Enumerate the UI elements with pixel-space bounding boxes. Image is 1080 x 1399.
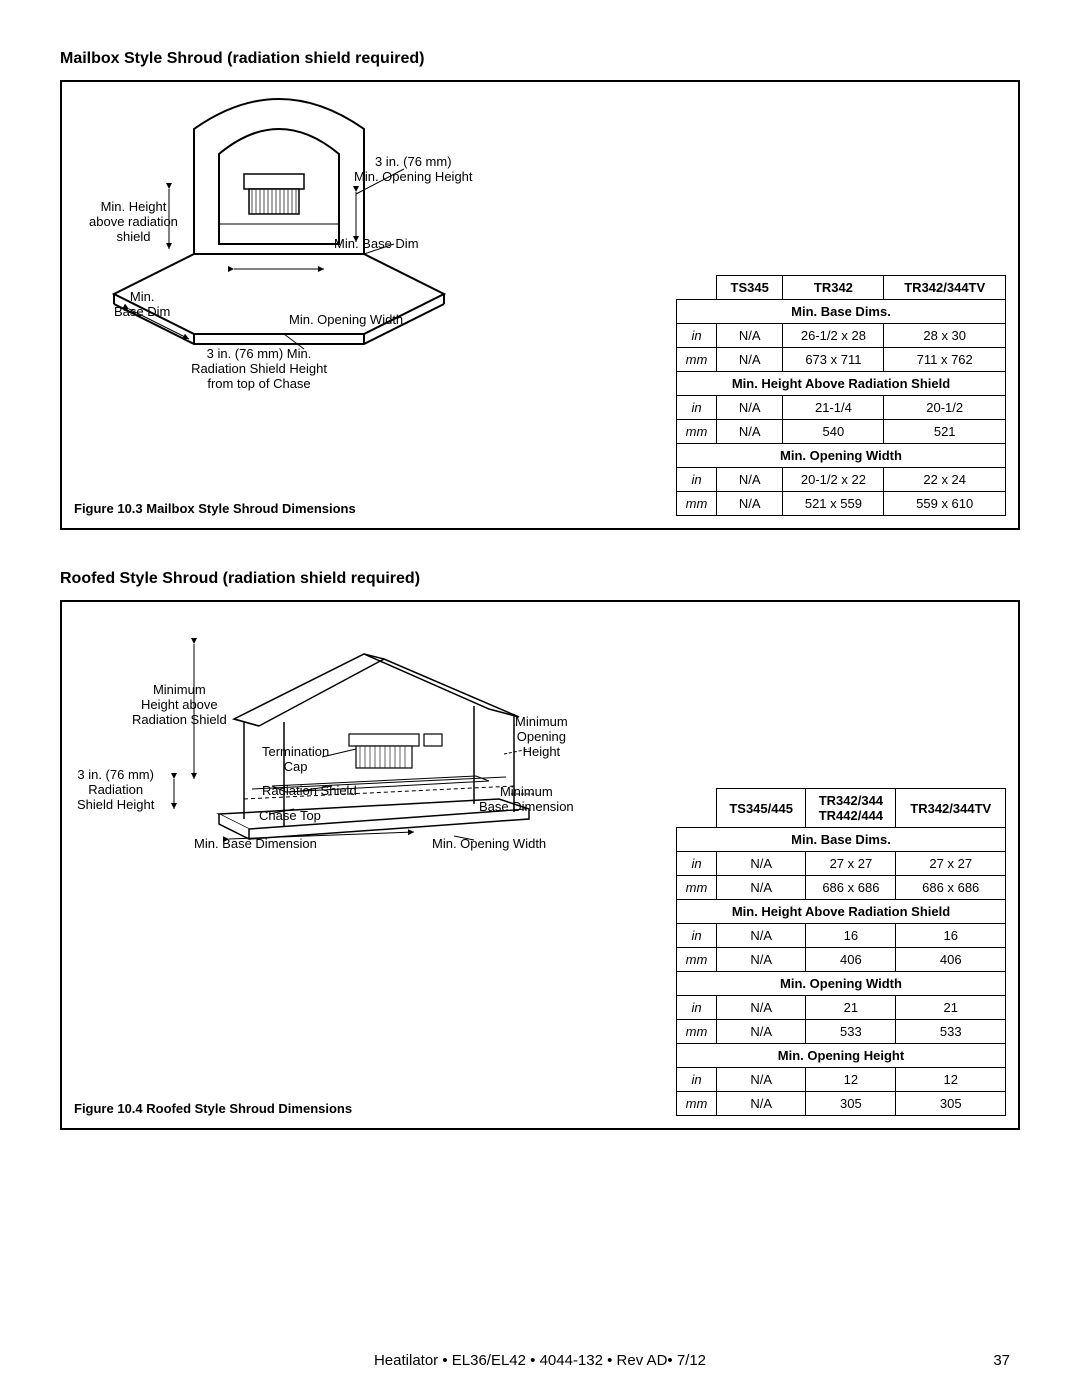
v: N/A — [717, 876, 806, 900]
roofed-table: TS345/445 TR342/344 TR442/444 TR342/344T… — [676, 788, 1006, 1116]
v: 21 — [806, 996, 896, 1020]
roofed-diagram: Minimum Height above Radiation Shield Te… — [74, 614, 594, 874]
grp-base-dims: Min. Base Dims. — [677, 300, 1006, 324]
v: 20-1/2 x 22 — [783, 468, 884, 492]
v: N/A — [717, 948, 806, 972]
lbl-base-dim-right: Min. Base Dim — [334, 236, 419, 251]
grp2-opening-width: Min. Opening Width — [677, 972, 1006, 996]
figure-10-4-caption: Figure 10.4 Roofed Style Shroud Dimensio… — [74, 1101, 352, 1116]
lbl2-min-base-dim: Minimum Base Dimension — [479, 784, 574, 814]
v: 673 x 711 — [783, 348, 884, 372]
v: N/A — [717, 996, 806, 1020]
grp-opening-width: Min. Opening Width — [677, 444, 1006, 468]
lbl2-base-dim: Min. Base Dimension — [194, 836, 317, 851]
v: 521 x 559 — [783, 492, 884, 516]
figure-10-4: Minimum Height above Radiation Shield Te… — [60, 600, 1020, 1130]
page-footer: Heatilator • EL36/EL42 • 4044-132 • Rev … — [0, 1352, 1080, 1369]
lbl-height-above: Min. Height above radiation shield — [89, 199, 178, 244]
lbl-shield-height: 3 in. (76 mm) Min. Radiation Shield Heig… — [159, 346, 359, 391]
figure-10-3-caption: Figure 10.3 Mailbox Style Shroud Dimensi… — [74, 501, 356, 516]
v: N/A — [717, 1092, 806, 1116]
page-number: 37 — [993, 1352, 1010, 1369]
v: 305 — [806, 1092, 896, 1116]
v: 21-1/4 — [783, 396, 884, 420]
v: 533 — [896, 1020, 1006, 1044]
col-tr342-344tv-2: TR342/344TV — [896, 789, 1006, 828]
u: in — [677, 324, 717, 348]
v: 21 — [896, 996, 1006, 1020]
u: in — [677, 924, 717, 948]
lbl2-term-cap: Termination Cap — [262, 744, 329, 774]
figure-10-3: 3 in. (76 mm) Min. Opening Height Min. H… — [60, 80, 1020, 530]
u: mm — [677, 492, 717, 516]
v: 406 — [896, 948, 1006, 972]
grp2-height: Min. Height Above Radiation Shield — [677, 900, 1006, 924]
lbl-base-dim-left: Min. Base Dim — [114, 289, 170, 319]
u: mm — [677, 348, 717, 372]
v: N/A — [717, 420, 783, 444]
v: N/A — [717, 324, 783, 348]
v: 12 — [896, 1068, 1006, 1092]
lbl-opening-height: 3 in. (76 mm) Min. Opening Height — [354, 154, 473, 184]
u: mm — [677, 876, 717, 900]
v: 559 x 610 — [884, 492, 1006, 516]
v: 28 x 30 — [884, 324, 1006, 348]
v: 16 — [806, 924, 896, 948]
v: N/A — [717, 1068, 806, 1092]
v: 521 — [884, 420, 1006, 444]
lbl2-chase-top: Chase Top — [259, 808, 321, 823]
col-ts345-445: TS345/445 — [717, 789, 806, 828]
v: N/A — [717, 396, 783, 420]
v: 540 — [783, 420, 884, 444]
grp2-opening-height: Min. Opening Height — [677, 1044, 1006, 1068]
lbl2-height-above: Minimum Height above Radiation Shield — [132, 682, 227, 727]
u: mm — [677, 420, 717, 444]
u: mm — [677, 1020, 717, 1044]
u: in — [677, 1068, 717, 1092]
v: 22 x 24 — [884, 468, 1006, 492]
lbl2-opening-width: Min. Opening Width — [432, 836, 546, 851]
col-tr342-344-442-444: TR342/344 TR442/444 — [806, 789, 896, 828]
v: N/A — [717, 924, 806, 948]
v: N/A — [717, 348, 783, 372]
v: 26-1/2 x 28 — [783, 324, 884, 348]
lbl2-shield-height: 3 in. (76 mm) Radiation Shield Height — [77, 767, 154, 812]
v: 686 x 686 — [806, 876, 896, 900]
v: 406 — [806, 948, 896, 972]
mailbox-table: TS345 TR342 TR342/344TV Min. Base Dims. … — [676, 275, 1006, 516]
v: N/A — [717, 492, 783, 516]
u: in — [677, 396, 717, 420]
col-tr342: TR342 — [783, 276, 884, 300]
v: 27 x 27 — [806, 852, 896, 876]
u: in — [677, 996, 717, 1020]
u: mm — [677, 948, 717, 972]
mailbox-diagram: 3 in. (76 mm) Min. Opening Height Min. H… — [74, 94, 574, 404]
u: in — [677, 468, 717, 492]
v: N/A — [717, 468, 783, 492]
col-tr342-344tv: TR342/344TV — [884, 276, 1006, 300]
lbl2-rad-shield: Radiation Shield — [262, 783, 357, 798]
section2-title: Roofed Style Shroud (radiation shield re… — [60, 570, 1020, 588]
v: 711 x 762 — [884, 348, 1006, 372]
u: in — [677, 852, 717, 876]
v: 305 — [896, 1092, 1006, 1116]
v: 686 x 686 — [896, 876, 1006, 900]
grp2-base-dims: Min. Base Dims. — [677, 828, 1006, 852]
v: 12 — [806, 1068, 896, 1092]
u: mm — [677, 1092, 717, 1116]
section1-title: Mailbox Style Shroud (radiation shield r… — [60, 50, 1020, 68]
v: 27 x 27 — [896, 852, 1006, 876]
v: 20-1/2 — [884, 396, 1006, 420]
col-ts345: TS345 — [717, 276, 783, 300]
lbl2-opening-height: Minimum Opening Height — [515, 714, 568, 759]
v: 16 — [896, 924, 1006, 948]
v: N/A — [717, 1020, 806, 1044]
v: N/A — [717, 852, 806, 876]
grp-height: Min. Height Above Radiation Shield — [677, 372, 1006, 396]
lbl-opening-width: Min. Opening Width — [289, 312, 403, 327]
v: 533 — [806, 1020, 896, 1044]
